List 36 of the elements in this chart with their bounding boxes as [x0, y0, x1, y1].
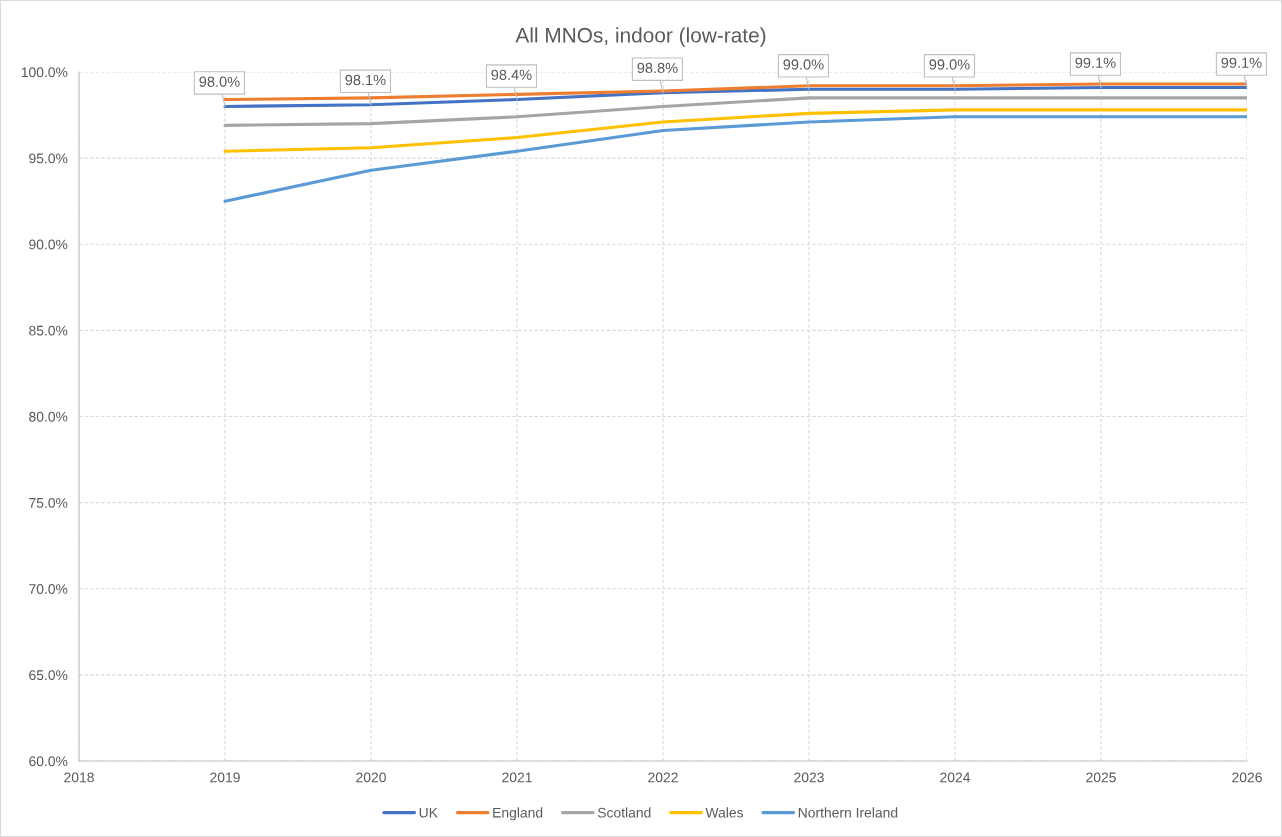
x-tick-label: 2020	[356, 772, 386, 783]
data-label: 99.0%	[929, 59, 970, 70]
data-label: 98.4%	[491, 69, 532, 81]
y-tick-label: 85.0%	[29, 325, 68, 336]
x-tick-label: 2023	[794, 772, 824, 783]
legend-label: UK	[419, 807, 438, 818]
y-tick-label: 80.0%	[29, 411, 68, 422]
y-tick-label: 65.0%	[29, 670, 68, 681]
legend-label: Scotland	[597, 807, 651, 818]
y-tick-label: 70.0%	[29, 584, 68, 594]
x-tick-label: 2025	[1086, 772, 1116, 783]
legend-label: England	[493, 807, 543, 821]
data-label: 99.1%	[1075, 57, 1116, 68]
legend-label: Wales	[705, 807, 744, 818]
y-tick-label: 95.0%	[29, 153, 68, 164]
x-tick-label: 2018	[64, 772, 94, 783]
x-tick-label: 2024	[940, 772, 971, 783]
line-series	[223, 115, 1247, 203]
data-label: 98.1%	[345, 74, 386, 86]
line-series	[223, 108, 1247, 153]
data-label: 98.0%	[199, 76, 240, 87]
line-series	[223, 85, 1247, 109]
x-tick-label: 2021	[502, 772, 532, 783]
line-series	[223, 96, 1247, 127]
y-tick-label: 75.0%	[29, 497, 68, 508]
data-label: 99.1%	[1221, 57, 1262, 68]
legend-label: Northern Ireland	[798, 807, 898, 818]
data-label: 98.8%	[637, 62, 678, 74]
x-tick-label: 2019	[210, 772, 240, 783]
x-tick-label: 2026	[1232, 772, 1262, 783]
y-tick-label: 60.0%	[29, 756, 68, 767]
y-tick-label: 100.0%	[21, 67, 68, 78]
y-tick-label: 90.0%	[29, 239, 68, 250]
data-label: 99.0%	[783, 59, 824, 70]
chart-title: All MNOs, indoor (low-rate)	[515, 27, 766, 47]
x-tick-label: 2022	[648, 772, 678, 783]
